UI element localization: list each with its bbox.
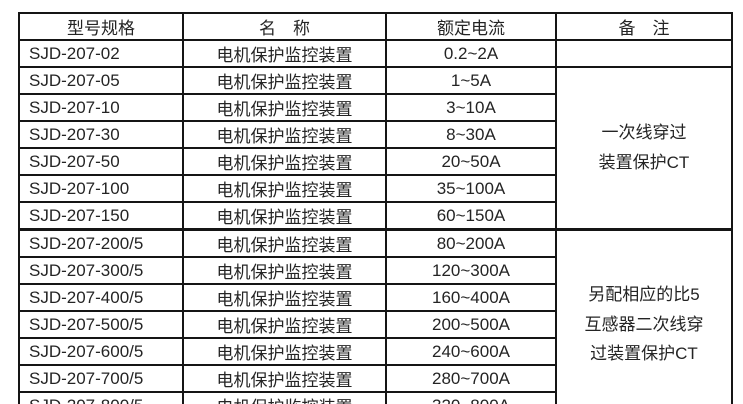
table-row: SJD-207-150 电机保护监控装置 60~150A <box>18 201 732 231</box>
remark-line: 互感器二次线穿 <box>584 314 704 334</box>
current-cell: 3~10A <box>385 93 557 122</box>
name-cell: 电机保护监控装置 <box>182 256 387 285</box>
header-model: 型号规格 <box>18 12 184 41</box>
table-row: SJD-207-100 电机保护监控装置 35~100A <box>18 174 732 203</box>
model-cell: SJD-207-50 <box>18 147 184 176</box>
current-cell: 280~700A <box>385 364 557 393</box>
name-cell: 电机保护监控装置 <box>182 337 387 366</box>
name-cell: 电机保护监控装置 <box>182 174 387 203</box>
name-cell: 电机保护监控装置 <box>182 201 387 231</box>
table-row: SJD-207-400/5 电机保护监控装置 160~400A <box>18 283 732 312</box>
current-cell: 60~150A <box>385 201 557 231</box>
table-row: SJD-207-800/5 电机保护监控装置 320~800A <box>18 391 732 404</box>
header-remark: 备 注 <box>555 12 733 41</box>
model-cell: SJD-207-02 <box>18 39 184 68</box>
name-cell: 电机保护监控装置 <box>182 66 387 95</box>
table-row: SJD-207-05 电机保护监控装置 1~5A 一次线穿过 装置保护CT <box>18 66 733 231</box>
name-cell: 电机保护监控装置 <box>182 391 387 404</box>
table-row: SJD-207-300/5 电机保护监控装置 120~300A <box>18 256 732 285</box>
name-cell: 电机保护监控装置 <box>182 364 387 393</box>
header-name: 名 称 <box>182 12 387 41</box>
header-row: 型号规格 名 称 额定电流 备 注 <box>18 12 733 41</box>
model-cell: SJD-207-100 <box>18 174 184 203</box>
table-row: SJD-207-500/5 电机保护监控装置 200~500A <box>18 310 732 339</box>
model-cell: SJD-207-05 <box>18 66 184 95</box>
remark-line: 过装置保护CT <box>590 344 698 364</box>
current-cell: 8~30A <box>385 120 557 149</box>
name-cell: 电机保护监控装置 <box>182 93 387 122</box>
current-cell: 80~200A <box>385 228 557 258</box>
current-cell: 20~50A <box>385 147 557 176</box>
name-cell: 电机保护监控装置 <box>182 310 387 339</box>
model-cell: SJD-207-800/5 <box>18 391 184 404</box>
table-row: SJD-207-600/5 电机保护监控装置 240~600A <box>18 337 732 366</box>
model-cell: SJD-207-10 <box>18 93 184 122</box>
model-cell: SJD-207-30 <box>18 120 184 149</box>
table-row: SJD-207-700/5 电机保护监控装置 280~700A <box>18 364 732 393</box>
header-rated-current: 额定电流 <box>385 12 557 41</box>
table-row: SJD-207-30 电机保护监控装置 8~30A <box>18 120 732 149</box>
current-cell: 1~5A <box>385 66 557 95</box>
name-cell: 电机保护监控装置 <box>182 147 387 176</box>
remark-cell-empty <box>555 39 733 68</box>
model-cell: SJD-207-700/5 <box>18 364 184 393</box>
remark-line: 另配相应的比5 <box>588 284 700 304</box>
current-cell: 160~400A <box>385 283 557 312</box>
table-row: SJD-207-50 电机保护监控装置 20~50A <box>18 147 732 176</box>
current-cell: 0.2~2A <box>385 39 557 68</box>
remark-cell-group2: 另配相应的比5 互感器二次线穿 过装置保护CT <box>555 228 733 404</box>
model-cell: SJD-207-300/5 <box>18 256 184 285</box>
model-cell: SJD-207-600/5 <box>18 337 184 366</box>
remark-line: 装置保护CT <box>598 153 690 172</box>
name-cell: 电机保护监控装置 <box>182 228 387 258</box>
model-cell: SJD-207-200/5 <box>18 228 184 258</box>
current-cell: 320~800A <box>385 391 557 404</box>
table-row: SJD-207-02 电机保护监控装置 0.2~2A <box>18 39 733 68</box>
model-cell: SJD-207-150 <box>18 201 184 231</box>
product-spec-table: 型号规格 名 称 额定电流 备 注 SJD-207-02 电机保护监控装置 0.… <box>18 12 733 404</box>
current-cell: 35~100A <box>385 174 557 203</box>
current-cell: 240~600A <box>385 337 557 366</box>
remark-line: 一次线穿过 <box>601 123 687 143</box>
name-cell: 电机保护监控装置 <box>182 283 387 312</box>
name-cell: 电机保护监控装置 <box>182 39 387 68</box>
model-cell: SJD-207-400/5 <box>18 283 184 312</box>
table-row: SJD-207-200/5 电机保护监控装置 80~200A 另配相应的比5 互… <box>18 228 733 404</box>
current-cell: 120~300A <box>385 256 557 285</box>
table-row: SJD-207-10 电机保护监控装置 3~10A <box>18 93 732 122</box>
model-cell: SJD-207-500/5 <box>18 310 184 339</box>
remark-cell-group1: 一次线穿过 装置保护CT <box>555 66 733 231</box>
current-cell: 200~500A <box>385 310 557 339</box>
name-cell: 电机保护监控装置 <box>182 120 387 149</box>
